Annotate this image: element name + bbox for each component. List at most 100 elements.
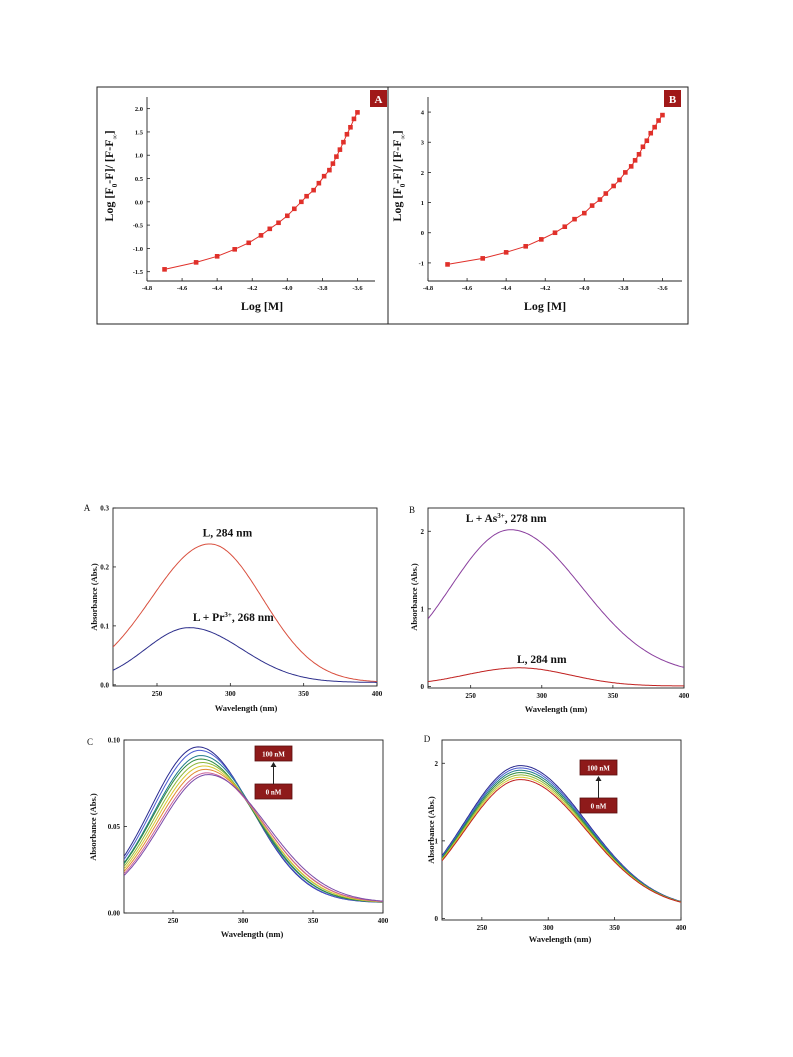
- data-point: [337, 147, 343, 152]
- spectrum-line: [428, 529, 684, 668]
- y-axis-label-part: ]: [102, 130, 116, 134]
- spectrum-line: [124, 774, 383, 902]
- x-axis-label: Wavelength (nm): [529, 934, 592, 944]
- spectra-group: [442, 765, 681, 903]
- data-point: [348, 124, 353, 130]
- y-axis-label-group: Absorbance (Abs.): [89, 563, 99, 631]
- peak-annotation-part: , 268 nm: [232, 612, 274, 624]
- data-point: [344, 131, 350, 137]
- data-point: [656, 118, 661, 123]
- y-axis-label-part: -F]/ [F-F: [390, 139, 404, 183]
- spectra-group: [428, 529, 684, 687]
- y-tick-label: -1: [419, 260, 424, 267]
- y-axis-label-part: ∞: [399, 134, 407, 139]
- chart-top-B: -4.8 -4.6 -4.4 -4.2 -4.0 -3.8 -3.6 -1 0 1 2 3 4 Log […: [387, 86, 689, 325]
- peak-annotation-part: 3+: [497, 512, 505, 520]
- data-point: [193, 260, 199, 265]
- data-point: [246, 240, 252, 246]
- panel-label: A: [375, 94, 383, 106]
- data-point: [162, 267, 167, 272]
- x-tick-label: -4.8: [142, 285, 153, 292]
- x-tick-label: -3.8: [618, 285, 629, 292]
- plot-frame: [112, 507, 378, 687]
- peak-annotation-part: L, 284 nm: [203, 527, 253, 539]
- x-tick-label: 250: [152, 690, 163, 698]
- spectrum-line: [124, 765, 383, 903]
- y-axis-label-part: 0: [399, 183, 407, 187]
- data-point: [648, 130, 654, 136]
- spectra-group: [113, 543, 377, 683]
- spectrum-line: [124, 762, 383, 903]
- legend-top-label: 100 nM: [262, 751, 285, 759]
- data-point: [640, 144, 646, 150]
- y-axis-label-part: ∞: [111, 134, 119, 139]
- y-tick-label: 0.5: [135, 176, 144, 183]
- data-point: [311, 187, 316, 193]
- x-tick-label: 350: [608, 692, 619, 700]
- panel-label: B: [409, 505, 415, 515]
- chart-bottom-A: 250 300 350 400 0.0 0.1 0.2 0.3 Wavelength (nm) A…: [84, 503, 383, 713]
- chart-bottom-D: 250 300 350 400 0 1 2 Wavelength (nm) Absorbance…: [424, 734, 687, 944]
- panel-badge: [370, 90, 387, 107]
- data-point: [539, 237, 544, 242]
- y-axis-label-group: Log [F0-F]/ [F-F∞]: [102, 130, 119, 221]
- x-tick-label: -3.6: [352, 285, 363, 292]
- data-point: [316, 180, 322, 186]
- x-tick-label: 300: [238, 917, 249, 925]
- data-point: [327, 167, 332, 173]
- x-tick-label: 350: [298, 690, 309, 698]
- x-tick-label: -4.0: [282, 285, 292, 292]
- data-point: [589, 203, 595, 208]
- y-axis-label: Absorbance (Abs.): [89, 563, 99, 631]
- x-tick-label: 400: [372, 690, 383, 698]
- series-line: [447, 114, 663, 265]
- peak-annotation: L + Pr3+, 268 nm: [193, 611, 274, 624]
- x-tick-label: 250: [465, 692, 476, 700]
- y-axis-label: Absorbance (Abs.): [426, 796, 436, 864]
- y-tick-label: 3: [421, 140, 425, 147]
- data-point: [341, 139, 346, 145]
- y-tick-label: 0.2: [100, 563, 109, 571]
- data-point: [330, 161, 336, 166]
- spectrum-line: [442, 767, 681, 903]
- data-point: [597, 197, 603, 202]
- y-tick-label: 1: [435, 837, 439, 845]
- x-tick-label: -4.8: [423, 285, 434, 292]
- y-axis-label-group: Absorbance (Abs.): [426, 796, 436, 864]
- data-point: [572, 216, 577, 222]
- x-axis-label: Log [M]: [241, 299, 283, 313]
- spectrum-line: [124, 755, 383, 903]
- data-point: [355, 110, 360, 115]
- spectrum-line: [124, 746, 383, 903]
- data-point: [285, 213, 290, 219]
- peak-annotation-part: L, 284 nm: [517, 654, 567, 666]
- peak-annotation: L, 284 nm: [517, 654, 567, 666]
- data-point: [334, 154, 339, 159]
- data-point: [258, 233, 264, 238]
- y-tick-label: 0.0: [100, 681, 109, 689]
- peak-annotation-part: L + Pr: [193, 612, 224, 624]
- data-point: [276, 220, 281, 226]
- y-tick-label: 1: [421, 200, 424, 207]
- panel-badge: [664, 90, 681, 107]
- data-point: [480, 256, 486, 261]
- x-tick-label: -4.2: [247, 285, 257, 292]
- y-tick-label: 4: [421, 110, 425, 117]
- data-point: [603, 191, 609, 196]
- spectrum-line: [113, 543, 377, 682]
- chart-bottom-C: 250 300 350 400 0.00 0.05 0.10 Wavelength (nm) A…: [87, 737, 389, 940]
- data-point: [523, 244, 528, 249]
- peak-annotation: L, 284 nm: [203, 527, 253, 539]
- data-point: [628, 164, 634, 169]
- data-point: [562, 224, 568, 230]
- y-tick-label: 0: [435, 915, 439, 923]
- y-tick-label: 2.0: [135, 106, 143, 113]
- x-tick-label: -4.0: [579, 285, 589, 292]
- y-tick-label: 0: [421, 230, 424, 237]
- y-tick-label: 1: [421, 605, 425, 613]
- x-tick-label: -3.8: [317, 285, 328, 292]
- legend-arrow-head: [270, 762, 277, 767]
- y-axis-label-group: Log [F0-F]/ [F-F∞]: [390, 130, 407, 221]
- panel-label: B: [669, 94, 677, 106]
- y-axis-label: Log [F0-F]/ [F-F∞]: [102, 130, 119, 221]
